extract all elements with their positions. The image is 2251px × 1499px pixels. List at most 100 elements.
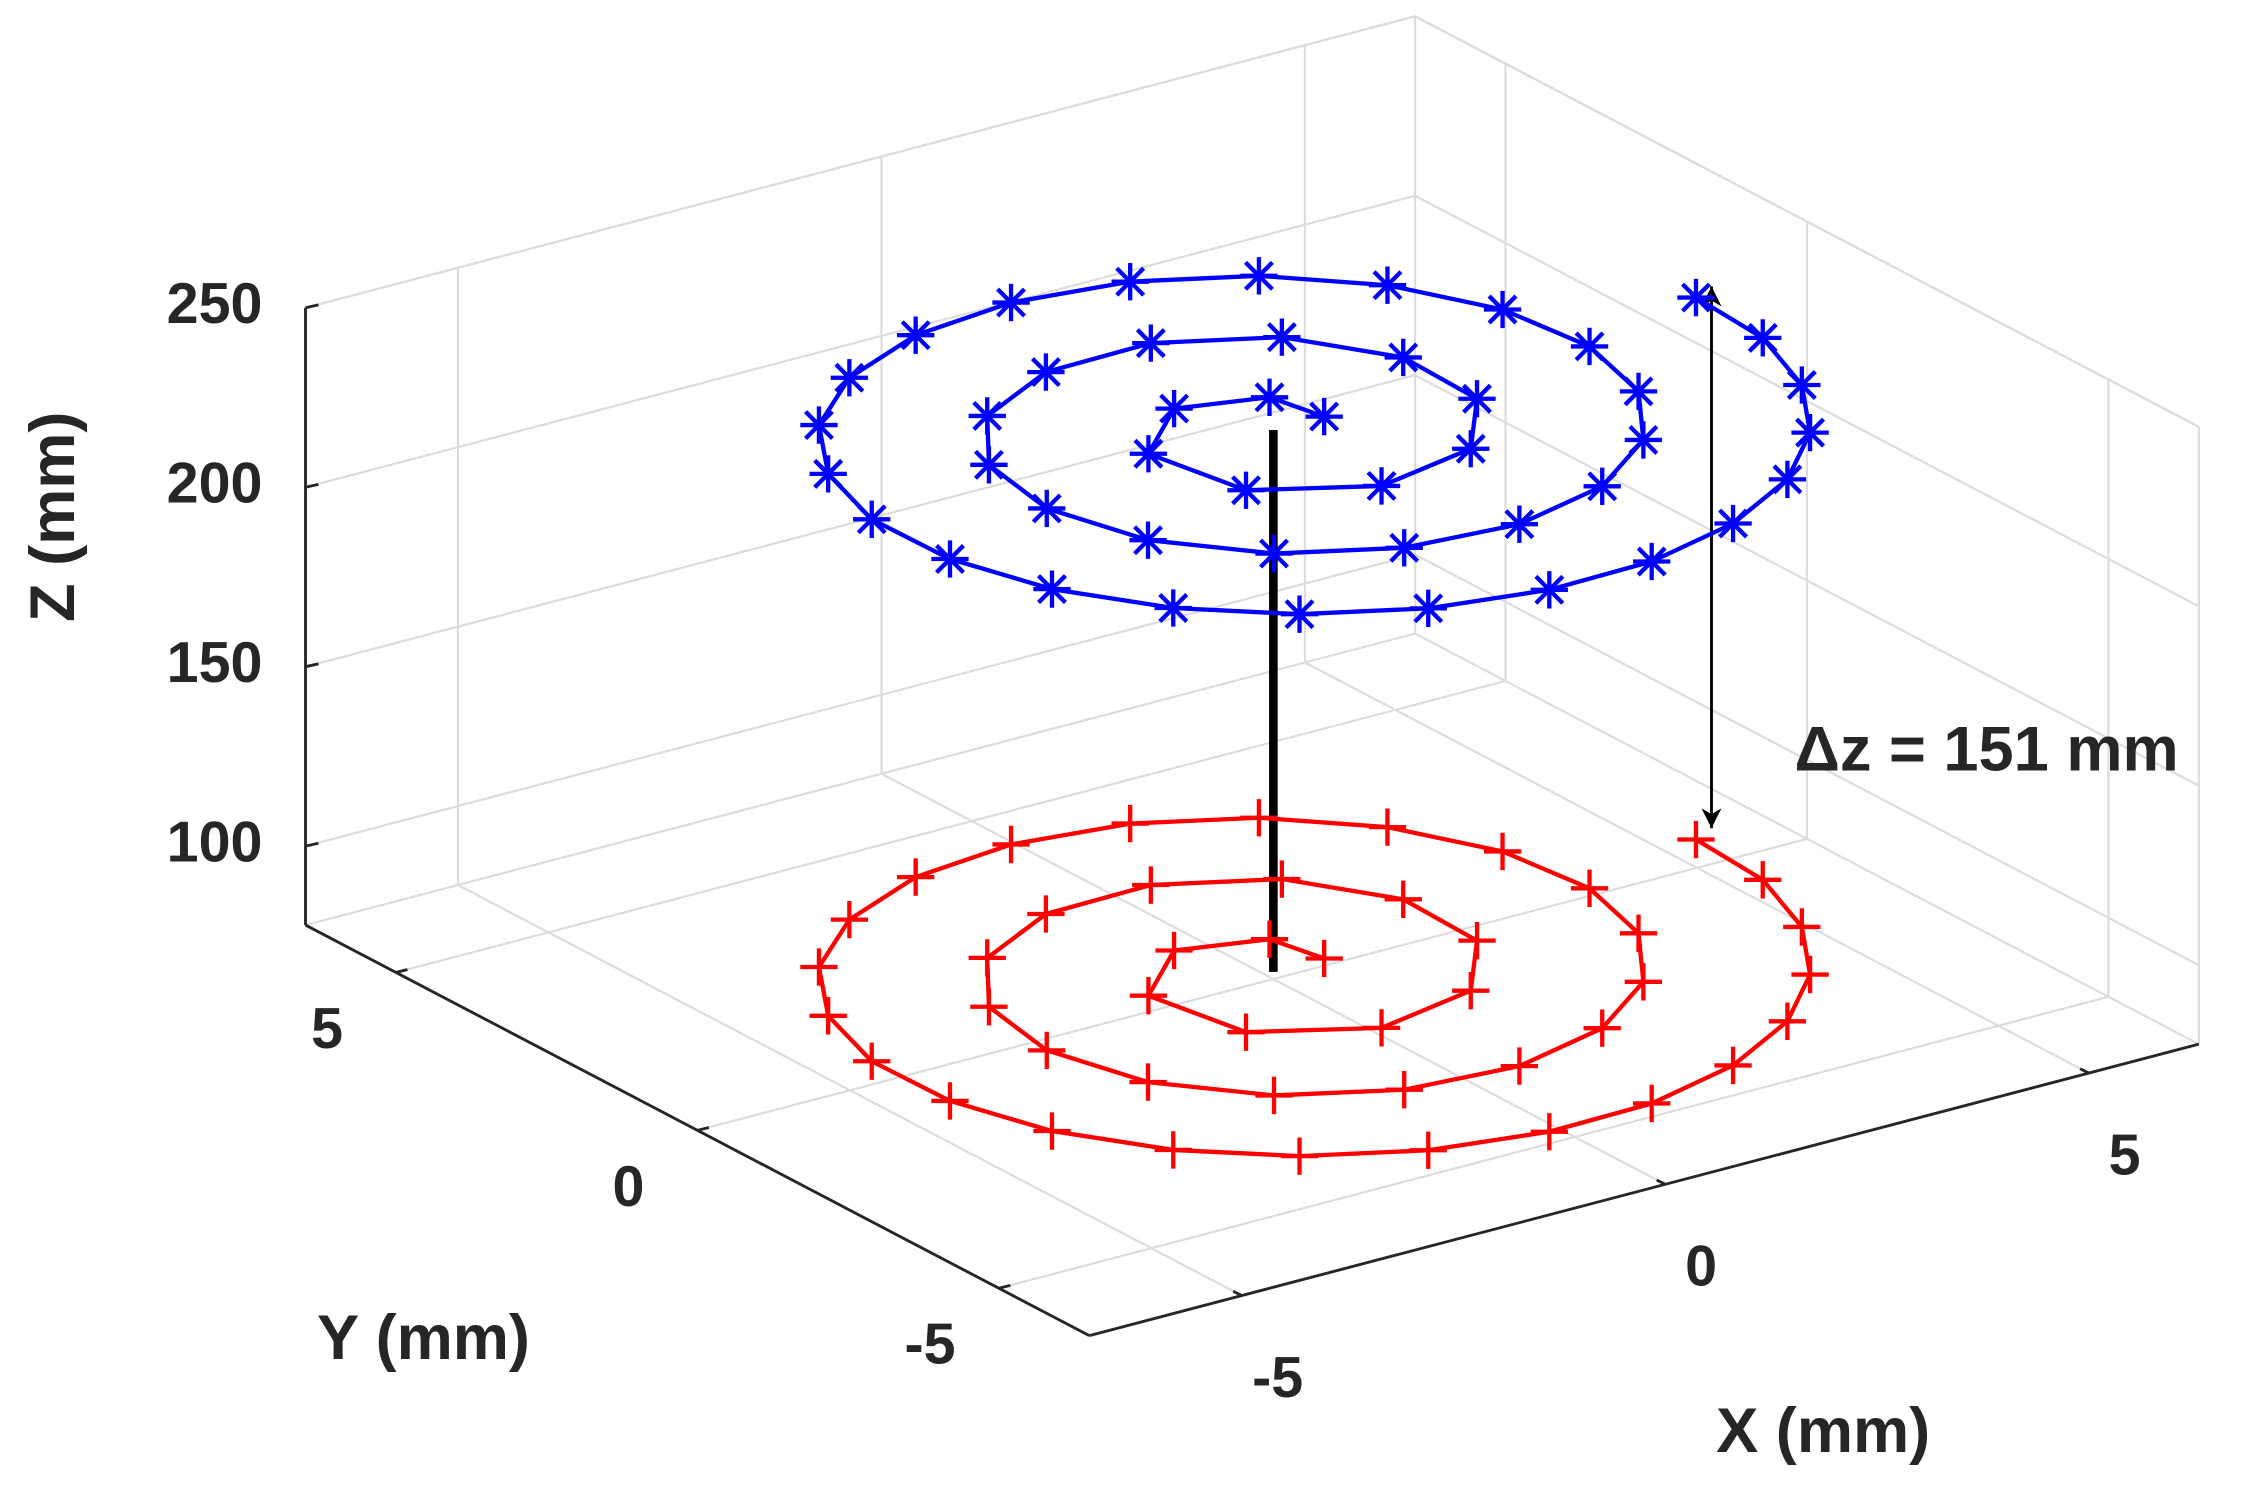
point-marker xyxy=(1132,324,1170,362)
x-tick xyxy=(2079,1067,2090,1075)
point-marker xyxy=(1368,808,1407,846)
x-tick-label: 5 xyxy=(2109,1123,2141,1187)
point-marker xyxy=(1583,1009,1621,1047)
point-marker xyxy=(1530,1113,1568,1151)
point-marker xyxy=(1624,963,1663,1001)
point-marker xyxy=(1619,914,1658,952)
y-tick-label: 5 xyxy=(311,997,343,1061)
point-marker xyxy=(992,283,1030,322)
point-marker xyxy=(1384,338,1422,377)
point-marker xyxy=(1111,804,1149,843)
point-marker xyxy=(970,446,1008,484)
point-marker xyxy=(1633,542,1671,581)
point-marker xyxy=(1783,366,1821,404)
point-marker xyxy=(931,1082,969,1120)
point-marker xyxy=(968,397,1006,435)
annotation: Δz = 151 mm xyxy=(1794,714,2178,784)
z-tick-label: 250 xyxy=(167,272,263,336)
y-tick xyxy=(998,1283,1011,1290)
point-marker xyxy=(1583,467,1621,505)
box-edge xyxy=(1414,15,2200,428)
point-marker xyxy=(1458,921,1496,960)
point-marker xyxy=(1305,939,1343,978)
point-marker xyxy=(1111,263,1149,301)
point-marker xyxy=(1033,1112,1071,1150)
point-marker xyxy=(1250,378,1289,416)
z-tick xyxy=(305,662,319,669)
point-marker xyxy=(1624,421,1663,459)
point-marker xyxy=(1227,471,1265,509)
point-marker xyxy=(1305,397,1343,436)
z-tick xyxy=(305,303,319,310)
point-marker xyxy=(970,988,1008,1026)
box-edge xyxy=(305,632,1416,927)
point-marker xyxy=(1129,435,1168,473)
y-tick xyxy=(395,968,408,974)
point-marker xyxy=(1452,972,1490,1010)
z-tick-label: 100 xyxy=(167,810,263,874)
grid-line xyxy=(305,194,1416,489)
point-marker xyxy=(830,900,869,939)
point-marker xyxy=(1154,589,1192,627)
point-marker xyxy=(1458,380,1496,418)
series-line xyxy=(816,815,1813,1159)
point-marker xyxy=(800,948,838,986)
point-marker xyxy=(1714,504,1752,543)
point-marker xyxy=(1255,534,1293,573)
point-marker xyxy=(1791,413,1829,452)
point-marker xyxy=(1768,1002,1807,1040)
point-marker xyxy=(1240,799,1278,837)
point-marker xyxy=(1619,372,1658,411)
point-marker xyxy=(1129,521,1167,559)
x-tick xyxy=(1656,1178,1666,1186)
point-marker xyxy=(992,825,1030,864)
point-marker xyxy=(1362,467,1401,505)
box-edge xyxy=(1414,632,2200,1046)
point-marker xyxy=(1791,955,1829,994)
point-marker xyxy=(1250,920,1289,958)
point-marker xyxy=(1768,460,1807,499)
z-tick-label: 200 xyxy=(167,451,263,515)
point-marker xyxy=(1744,861,1782,899)
point-marker xyxy=(1154,1131,1192,1169)
y-tick-label: -5 xyxy=(904,1313,955,1377)
point-marker xyxy=(1033,570,1071,608)
point-marker xyxy=(968,939,1006,977)
point-marker xyxy=(1385,529,1423,567)
point-marker xyxy=(1570,869,1609,907)
grid-line xyxy=(697,837,1808,1132)
point-marker xyxy=(1384,880,1422,918)
x-tick-label: -5 xyxy=(1252,1346,1303,1410)
point-marker xyxy=(1280,1137,1319,1175)
x-axis-label: X (mm) xyxy=(1716,1396,1930,1466)
point-marker xyxy=(1155,389,1193,428)
point-marker xyxy=(897,858,935,896)
point-marker xyxy=(800,406,838,444)
point-marker xyxy=(1227,1013,1265,1051)
point-marker xyxy=(1530,571,1568,609)
x-tick xyxy=(1232,1289,1243,1297)
point-marker xyxy=(1255,1076,1293,1115)
point-marker xyxy=(1263,318,1301,356)
point-marker xyxy=(1280,595,1319,633)
point-marker xyxy=(853,1042,891,1080)
point-marker xyxy=(1483,290,1522,329)
grid-line xyxy=(305,553,1416,848)
point-marker xyxy=(1263,860,1301,898)
point-marker xyxy=(1500,1047,1539,1085)
point-marker xyxy=(1744,319,1782,357)
point-marker xyxy=(1409,589,1447,628)
point-marker xyxy=(1385,1071,1423,1109)
point-marker xyxy=(1500,505,1539,543)
point-marker xyxy=(1633,1084,1671,1123)
point-marker xyxy=(830,359,869,397)
x-tick-label: 0 xyxy=(1685,1235,1717,1299)
point-marker xyxy=(1409,1131,1447,1169)
point-marker xyxy=(1452,430,1490,468)
grid-line xyxy=(395,679,1506,974)
point-marker xyxy=(1368,266,1407,304)
point-marker xyxy=(1155,931,1193,970)
point-marker xyxy=(1240,257,1278,295)
z-tick xyxy=(305,482,319,489)
